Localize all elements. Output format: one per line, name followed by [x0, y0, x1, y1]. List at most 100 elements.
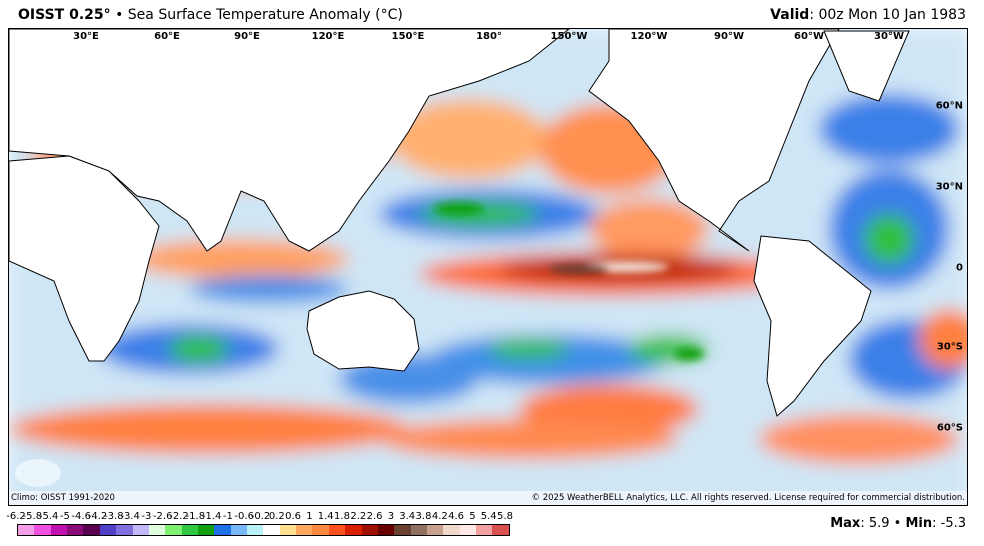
colorbar-swatch [377, 525, 395, 535]
colorbar-swatch [279, 525, 297, 535]
colorbar-swatch [492, 525, 509, 535]
colorbar-tick-label: -4.2 [87, 511, 108, 522]
valid-value: : 00z Mon 10 Jan 1983 [809, 7, 966, 23]
max-min-stats: Max: 5.9 • Min: -5.3 [830, 516, 966, 531]
lon-label: 120°E [311, 31, 345, 42]
lon-label: 90°E [234, 31, 260, 42]
lon-label: 60°E [154, 31, 180, 42]
colorbar-swatch [181, 525, 198, 535]
map-canvas [9, 29, 967, 505]
colorbar-tick-label: 1.8 [334, 511, 350, 522]
separator: • [115, 7, 124, 23]
map-footer: Climo: OISST 1991-2020 © 2025 WeatherBEL… [9, 491, 967, 505]
south-america [753, 235, 872, 417]
greenland [823, 30, 910, 102]
product-name: OISST 0.25 [18, 7, 104, 23]
colorbar-swatch [296, 525, 313, 535]
weatherbell-logo [15, 459, 61, 487]
eurasia [9, 29, 570, 252]
separator: • [889, 516, 906, 531]
colorbar-swatch [18, 525, 35, 535]
colorbar-swatch [263, 525, 280, 535]
colorbar-tick-label: -2.6 [152, 511, 173, 522]
colorbar-swatch [394, 525, 411, 535]
max-label: Max [830, 516, 861, 531]
colorbar-tick-label: -1.4 [201, 511, 222, 522]
colorbar-tick-label: -0.2 [250, 511, 271, 522]
anomaly-detail [434, 203, 704, 360]
lat-label: 30°S [936, 341, 963, 353]
min-label: Min [905, 516, 933, 531]
colorbar-swatch [230, 525, 248, 535]
colorbar-tick-label: 1 [306, 511, 313, 522]
colorbar-tick-label: 5 [469, 511, 476, 522]
colorbar-swatch [345, 525, 362, 535]
lon-label: 150°W [550, 31, 588, 42]
colorbar-swatch [476, 525, 493, 535]
colorbar-swatch [459, 525, 477, 535]
colorbar-tick-label: -3.4 [120, 511, 140, 522]
colorbar-tick-label: 3.4 [399, 511, 416, 522]
lon-label: 120°W [630, 31, 668, 42]
colorbar-tick-label: 0.2 [268, 511, 285, 522]
sst-anomaly-map[interactable]: 30°E 60°E 90°E 120°E 150°E 180° 150°W 12… [8, 28, 968, 506]
map-subtitle: Sea Surface Temperature Anomaly (°C) [127, 7, 403, 23]
australia [306, 290, 420, 372]
colorbar-swatch [83, 525, 100, 535]
lat-label: 60°S [936, 422, 963, 434]
colorbar-tick-label: 2.2 [350, 511, 367, 522]
lat-label: 30°N [935, 181, 963, 193]
colorbar-tick-label: 4.2 [431, 511, 448, 522]
colorbar-tick-label: 5.4 [480, 511, 497, 522]
lat-label: 60°N [935, 100, 963, 112]
colorbar-tick-label: 4.6 [448, 511, 465, 522]
colorbar-swatch [410, 525, 427, 535]
colorbar-swatch [214, 525, 231, 535]
colorbar-swatch [328, 525, 346, 535]
colorbar-swatch [361, 525, 378, 535]
colorbar-swatch [247, 525, 264, 535]
colorbar-tick-label: -3 [141, 511, 152, 522]
colorbar-swatch [99, 525, 117, 535]
lon-label: 90°W [714, 31, 744, 42]
north-america [588, 29, 840, 252]
colorbar-swatch [34, 525, 51, 535]
colorbar-tick-label: -0.6 [234, 511, 254, 522]
colorbar-swatch [165, 525, 182, 535]
colorbar-tick-label: -5.8 [22, 511, 43, 522]
valid-time: Valid: 00z Mon 10 Jan 1983 [770, 7, 966, 23]
colorbar-swatch [443, 525, 460, 535]
africa [9, 155, 160, 362]
colorbar-swatch [312, 525, 329, 535]
colorbar-swatch [148, 525, 166, 535]
colorbar-tick-label: -6.2 [6, 511, 26, 522]
colorbar-tick-label: -4.6 [71, 511, 91, 522]
lon-label: 30°E [73, 31, 99, 42]
colorbar-tick-label: -5 [59, 511, 70, 522]
valid-label: Valid [770, 7, 810, 23]
lon-label: 60°W [794, 31, 824, 42]
colorbar-swatch [426, 525, 444, 535]
colorbar-swatch [50, 525, 68, 535]
colorbar-tick-label: 0.6 [285, 511, 302, 522]
colorbar-tick-label: 2.6 [366, 511, 383, 522]
colorbar-swatch [132, 525, 149, 535]
colorbar-tick-label: 1.4 [317, 511, 334, 522]
colorbar-tick-label: 3.8 [415, 511, 432, 522]
colorbar-labels: -6.2 -5.8 -5.4 -5 -4.6 -4.2 -3.8 -3.4 -3 -2.6 -2.2… [6, 511, 513, 523]
colorbar-swatch [116, 525, 133, 535]
copyright-text: © 2025 WeatherBELL Analytics, LLC. All r… [531, 493, 965, 503]
colorbar-tick-label: -3.8 [104, 511, 124, 522]
lat-label: 0 [956, 262, 963, 274]
colorbar-tick-label: 5.8 [497, 511, 513, 522]
degree-sign: ° [103, 7, 111, 23]
colorbar [17, 524, 510, 536]
colorbar-tick-label: 3 [387, 511, 395, 522]
climo-text: Climo: OISST 1991-2020 [11, 493, 115, 503]
lon-label: 30°W [874, 31, 904, 42]
land-masses [9, 29, 967, 505]
map-title: OISST 0.25° • Sea Surface Temperature An… [18, 7, 403, 23]
colorbar-swatch [197, 525, 215, 535]
min-value: : -5.3 [932, 516, 966, 531]
colorbar-tick-label: -1 [222, 511, 233, 522]
